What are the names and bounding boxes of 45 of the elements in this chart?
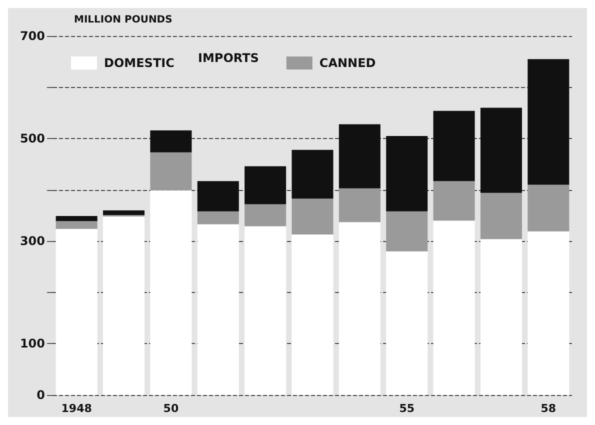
bar: [528, 184, 570, 232]
legend-label: CANNED: [319, 56, 376, 70]
bar: [56, 216, 98, 222]
bar: [386, 211, 428, 252]
bar: [244, 226, 286, 395]
bar: [150, 130, 192, 152]
bar: [433, 110, 475, 182]
x-tick-label: 1948: [61, 402, 92, 415]
bar: [292, 198, 334, 234]
x-tick-label: 50: [163, 402, 179, 415]
bar: [528, 59, 570, 185]
x-tick-label: 55: [399, 402, 415, 415]
bar: [56, 221, 98, 229]
bar: [56, 228, 98, 395]
bar: [244, 204, 286, 226]
bar: [150, 190, 192, 395]
bar: [150, 152, 192, 190]
y-tick-label: 700: [20, 29, 45, 43]
bar: [197, 211, 239, 224]
bar: [480, 239, 522, 395]
bar: [433, 220, 475, 395]
bar: [244, 166, 286, 204]
bar: [197, 181, 239, 212]
bar: [292, 150, 334, 199]
bar: [103, 210, 145, 215]
bar: [197, 224, 239, 395]
bar: [103, 216, 145, 395]
legend-label: DOMESTIC: [104, 56, 175, 70]
bar: [528, 231, 570, 395]
bar: [386, 136, 428, 212]
bar: [433, 181, 475, 221]
y-tick-label: 0: [36, 388, 45, 402]
bar: [386, 251, 428, 395]
bar: [480, 192, 522, 240]
bar: [338, 188, 380, 222]
bar: [480, 108, 522, 193]
annotation: IMPORTS: [198, 51, 259, 65]
bar: [338, 222, 380, 395]
y-axis-title: MILLION POUNDS: [74, 14, 172, 26]
y-tick-label: 300: [20, 234, 45, 248]
x-tick-label: 58: [540, 402, 556, 415]
y-tick-label: 500: [20, 132, 45, 146]
bar: [292, 234, 334, 395]
y-tick-label: 100: [20, 336, 45, 351]
bar: [338, 124, 380, 188]
